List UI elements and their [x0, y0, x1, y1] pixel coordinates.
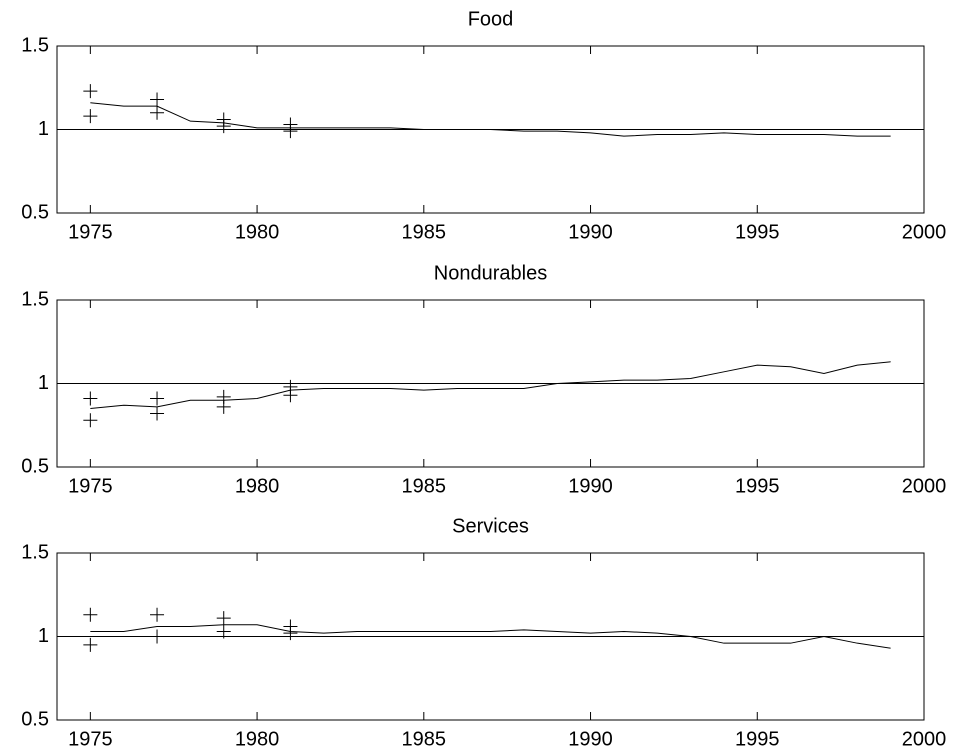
- subplot-title: Food: [468, 8, 514, 30]
- x-tick-label: 1995: [735, 221, 780, 243]
- x-tick-label: 1985: [402, 221, 447, 243]
- plus-marker: [83, 391, 98, 406]
- plus-marker: [283, 388, 298, 403]
- x-tick-label: 1980: [235, 221, 280, 243]
- y-tick-label: 0.5: [21, 455, 49, 477]
- plus-marker: [216, 611, 231, 626]
- y-tick-label: 0.5: [21, 201, 49, 223]
- plus-marker: [283, 124, 298, 139]
- plus-marker: [83, 413, 98, 428]
- x-tick-label: 1975: [68, 728, 113, 750]
- plus-marker: [150, 105, 165, 120]
- x-tick-label: 1995: [735, 475, 780, 497]
- y-tick-label: 0.5: [21, 708, 49, 730]
- data-line: [90, 361, 891, 410]
- y-tick-label: 1: [38, 625, 49, 647]
- x-tick-label: 1975: [68, 475, 113, 497]
- subplot-title: Services: [452, 515, 529, 537]
- plus-marker: [83, 637, 98, 652]
- x-tick-label: 1975: [68, 221, 113, 243]
- plus-marker: [216, 119, 231, 134]
- plus-marker: [150, 92, 165, 107]
- x-tick-label: 2000: [902, 475, 947, 497]
- y-tick-label: 1.5: [21, 288, 49, 310]
- subplot-title: Nondurables: [434, 262, 547, 284]
- y-tick-label: 1: [38, 372, 49, 394]
- plus-marker: [216, 399, 231, 414]
- y-tick-label: 1.5: [21, 34, 49, 56]
- plus-marker: [150, 406, 165, 421]
- x-tick-label: 1985: [402, 475, 447, 497]
- x-tick-label: 1990: [568, 728, 613, 750]
- plus-marker: [83, 109, 98, 124]
- x-tick-label: 1980: [235, 728, 280, 750]
- plus-marker: [150, 607, 165, 622]
- plus-marker: [216, 624, 231, 639]
- x-tick-label: 2000: [902, 728, 947, 750]
- plus-marker: [83, 607, 98, 622]
- x-tick-label: 2000: [902, 221, 947, 243]
- plus-marker: [83, 84, 98, 99]
- plus-marker: [150, 629, 165, 644]
- y-tick-label: 1: [38, 118, 49, 140]
- data-line: [90, 102, 891, 137]
- x-tick-label: 1990: [568, 221, 613, 243]
- x-tick-label: 1995: [735, 728, 780, 750]
- plus-marker: [150, 391, 165, 406]
- plus-marker: [283, 626, 298, 641]
- x-tick-label: 1980: [235, 475, 280, 497]
- y-tick-label: 1.5: [21, 541, 49, 563]
- x-tick-label: 1985: [402, 728, 447, 750]
- x-tick-label: 1990: [568, 475, 613, 497]
